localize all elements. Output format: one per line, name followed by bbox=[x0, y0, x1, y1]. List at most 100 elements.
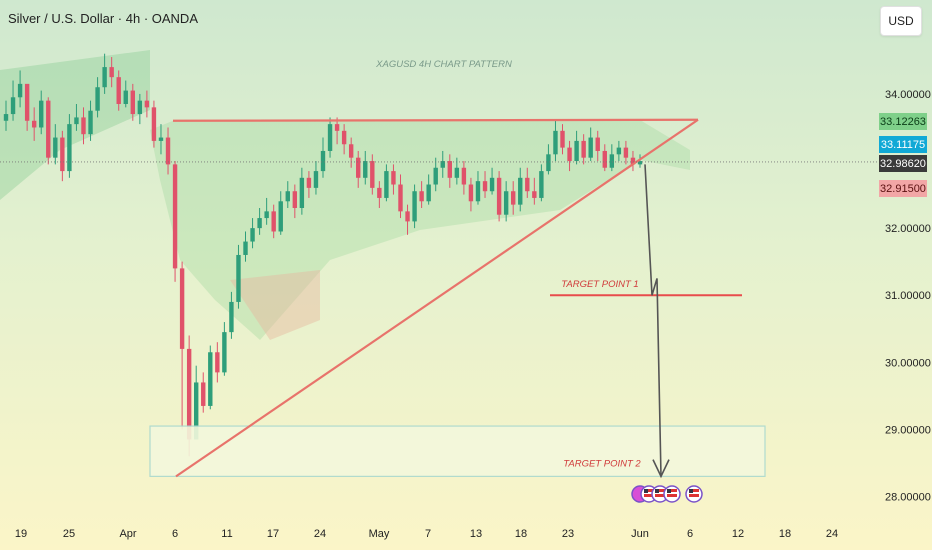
candle-body bbox=[194, 382, 199, 440]
candle-body bbox=[222, 332, 227, 373]
price-tag: 33.12263 bbox=[879, 113, 927, 130]
candle-body bbox=[581, 140, 586, 158]
chart-title: XAGUSD 4H CHART PATTERN bbox=[375, 59, 512, 70]
candle-body bbox=[3, 114, 9, 121]
annotation-label: TARGET POINT 2 bbox=[563, 458, 641, 469]
candle-body bbox=[623, 147, 629, 158]
flag-canton bbox=[667, 489, 671, 493]
x-tick-label: 23 bbox=[562, 528, 574, 540]
candle-body bbox=[165, 137, 171, 165]
candle-body bbox=[271, 211, 276, 232]
resistance-line bbox=[172, 118, 699, 122]
candle-body bbox=[327, 124, 333, 151]
arrow-head bbox=[652, 459, 670, 479]
candle-body bbox=[243, 241, 248, 255]
x-tick-label: 6 bbox=[687, 528, 693, 540]
candle-body bbox=[539, 171, 544, 198]
x-tick-label: 24 bbox=[826, 528, 838, 540]
price-tag: 32.91500 bbox=[879, 180, 927, 197]
candle-body bbox=[10, 97, 16, 115]
candle-body bbox=[341, 130, 347, 145]
candle-body bbox=[313, 171, 319, 188]
candle-body bbox=[292, 191, 298, 208]
background-layer bbox=[0, 50, 690, 340]
candle-body bbox=[489, 177, 495, 192]
x-tick-label: 11 bbox=[221, 528, 232, 540]
candle-body bbox=[637, 161, 643, 165]
candle-body bbox=[215, 352, 220, 373]
candle-body bbox=[31, 120, 37, 128]
candle-body bbox=[363, 161, 368, 178]
candle-body bbox=[496, 177, 502, 215]
candle-body bbox=[53, 137, 58, 158]
candlestick-series bbox=[3, 53, 643, 457]
candle-body bbox=[116, 77, 121, 104]
candle-body bbox=[461, 167, 467, 185]
price-tag: 33.11175 bbox=[879, 136, 927, 153]
candle-body bbox=[370, 161, 375, 188]
candle-body bbox=[81, 117, 86, 135]
candle-body bbox=[433, 167, 438, 185]
candle-body bbox=[412, 191, 417, 222]
candle-body bbox=[208, 352, 213, 406]
candle-body bbox=[24, 83, 30, 121]
drawing-layer: TARGET POINT 1 TARGET POINT 2 bbox=[0, 118, 878, 479]
flag-stripe bbox=[689, 494, 699, 497]
x-tick-label: 12 bbox=[732, 528, 744, 540]
candle-body bbox=[320, 150, 326, 172]
candle-body bbox=[377, 187, 382, 198]
projection-arrow bbox=[644, 164, 662, 477]
candle-body bbox=[186, 348, 192, 440]
cloud-band bbox=[150, 120, 690, 340]
candle-body bbox=[616, 147, 622, 155]
candle-body bbox=[306, 177, 312, 188]
candle-body bbox=[102, 67, 107, 88]
y-tick-label: 34.00000 bbox=[885, 89, 931, 101]
candle-body bbox=[334, 124, 340, 131]
annotation-label: TARGET POINT 1 bbox=[561, 279, 638, 290]
candle-body bbox=[39, 100, 44, 128]
candle-body bbox=[88, 110, 93, 135]
candle-body bbox=[123, 90, 128, 104]
candle-body bbox=[391, 171, 396, 185]
candle-body bbox=[511, 191, 516, 205]
candle-body bbox=[609, 154, 615, 168]
flag-stripe bbox=[667, 494, 677, 497]
candle-body bbox=[482, 181, 488, 192]
flag-stripe bbox=[689, 489, 699, 492]
x-tick-label: Apr bbox=[119, 528, 136, 540]
x-tick-label: 13 bbox=[470, 528, 482, 540]
candle-body bbox=[229, 301, 234, 333]
flag-stripe bbox=[644, 494, 654, 497]
candle-body bbox=[144, 100, 150, 108]
y-tick-label: 29.00000 bbox=[885, 424, 931, 436]
candle-body bbox=[285, 191, 290, 202]
candle-body bbox=[560, 130, 565, 148]
y-tick-label: 30.00000 bbox=[885, 357, 931, 369]
y-tick-label: 32.00000 bbox=[885, 223, 931, 235]
event-icons[interactable] bbox=[631, 485, 703, 503]
candle-body bbox=[60, 137, 65, 172]
support-trendline bbox=[175, 118, 699, 478]
candle-body bbox=[525, 177, 530, 192]
candle-body bbox=[109, 67, 114, 78]
candle-body bbox=[17, 83, 23, 98]
cloud-band bbox=[0, 50, 150, 200]
us-flag-icon[interactable] bbox=[663, 485, 681, 503]
y-tick-label: 28.00000 bbox=[885, 492, 931, 504]
us-flag-icon[interactable] bbox=[685, 485, 703, 503]
candle-body bbox=[518, 177, 523, 205]
candle-body bbox=[602, 150, 607, 168]
currency-button[interactable]: USD bbox=[880, 6, 922, 36]
candle-body bbox=[567, 147, 572, 162]
candle-body bbox=[250, 228, 255, 242]
flag-canton bbox=[655, 489, 659, 493]
candle-body bbox=[405, 211, 410, 222]
x-tick-label: 17 bbox=[267, 528, 279, 540]
candle-body bbox=[419, 191, 424, 202]
x-tick-label: 18 bbox=[779, 528, 791, 540]
symbol-title: Silver / U.S. Dollar · 4h · OANDA bbox=[8, 11, 198, 26]
candle-body bbox=[278, 201, 283, 232]
x-tick-label: 6 bbox=[172, 528, 178, 540]
